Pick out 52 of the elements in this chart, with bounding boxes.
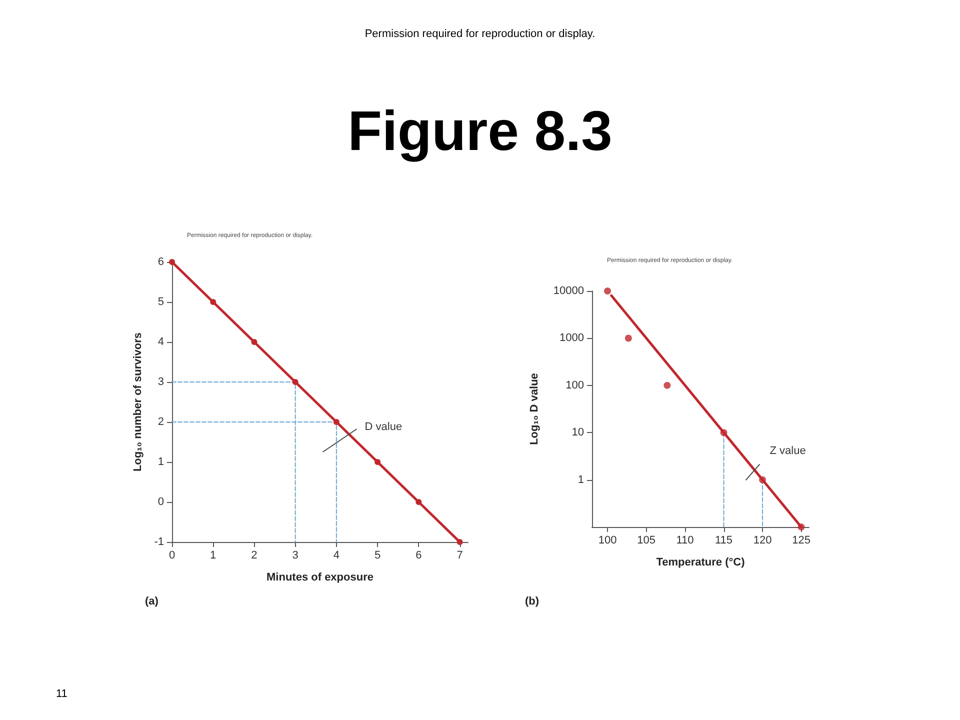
x-tick-label: 100 <box>598 534 617 546</box>
point <box>251 339 258 345</box>
x-tick-label: 6 <box>416 550 422 562</box>
point <box>604 288 611 294</box>
point <box>169 259 175 265</box>
x-tick-label: 110 <box>676 534 694 546</box>
point <box>292 379 298 385</box>
y-tick-label: 1000 <box>560 332 584 344</box>
point <box>759 476 766 484</box>
y-tick-label: 1 <box>158 456 164 468</box>
text: (a) <box>145 596 159 608</box>
x-tick-label: 1 <box>210 550 216 562</box>
text: 11 <box>56 688 68 700</box>
y-tick-label: 3 <box>158 376 164 388</box>
point <box>374 459 381 465</box>
y-axis-title: Log₁₀ number of survivors <box>132 332 144 472</box>
y-tick-label: 5 <box>158 296 164 308</box>
x-tick-label: 115 <box>714 534 733 546</box>
y-tick-label: 10 <box>572 426 584 439</box>
y-tick-label: 0 <box>158 496 164 508</box>
x-tick-label: 0 <box>168 550 176 562</box>
point <box>210 299 216 305</box>
annotation: D value <box>364 421 402 433</box>
point <box>624 334 632 342</box>
x-tick-label: 105 <box>637 534 656 546</box>
point <box>798 524 805 530</box>
point <box>720 429 728 436</box>
text: Figure 8.3 <box>346 98 614 163</box>
point <box>664 382 671 389</box>
x-tick-label: 125 <box>792 534 810 546</box>
y-tick-label: 4 <box>158 336 164 348</box>
y-tick-label: 2 <box>158 416 164 428</box>
x-tick-label: 5 <box>374 550 381 562</box>
x-tick-label: 2 <box>251 550 258 562</box>
x-axis-title: Temperature (°C) <box>656 556 746 568</box>
annotation: Z value <box>770 445 806 458</box>
text: Permission required for reproduction or display. <box>364 28 596 40</box>
y-tick-label: 6 <box>158 256 164 268</box>
text: (b) <box>525 596 540 608</box>
point <box>456 539 463 545</box>
x-tick-label: 7 <box>456 550 463 562</box>
x-tick-label: 120 <box>753 534 772 546</box>
x-tick-label: 4 <box>333 550 340 562</box>
y-tick-label: -1 <box>154 536 164 548</box>
y-tick-label: 100 <box>566 379 584 392</box>
y-axis-title: Log₁₀ D value <box>528 373 540 445</box>
point <box>333 419 340 425</box>
y-tick-label: 10000 <box>553 285 584 297</box>
x-axis-title: Minutes of exposure <box>266 572 374 584</box>
x-tick-label: 3 <box>292 550 298 562</box>
point <box>416 499 422 505</box>
y-tick-label: 1 <box>578 474 584 486</box>
